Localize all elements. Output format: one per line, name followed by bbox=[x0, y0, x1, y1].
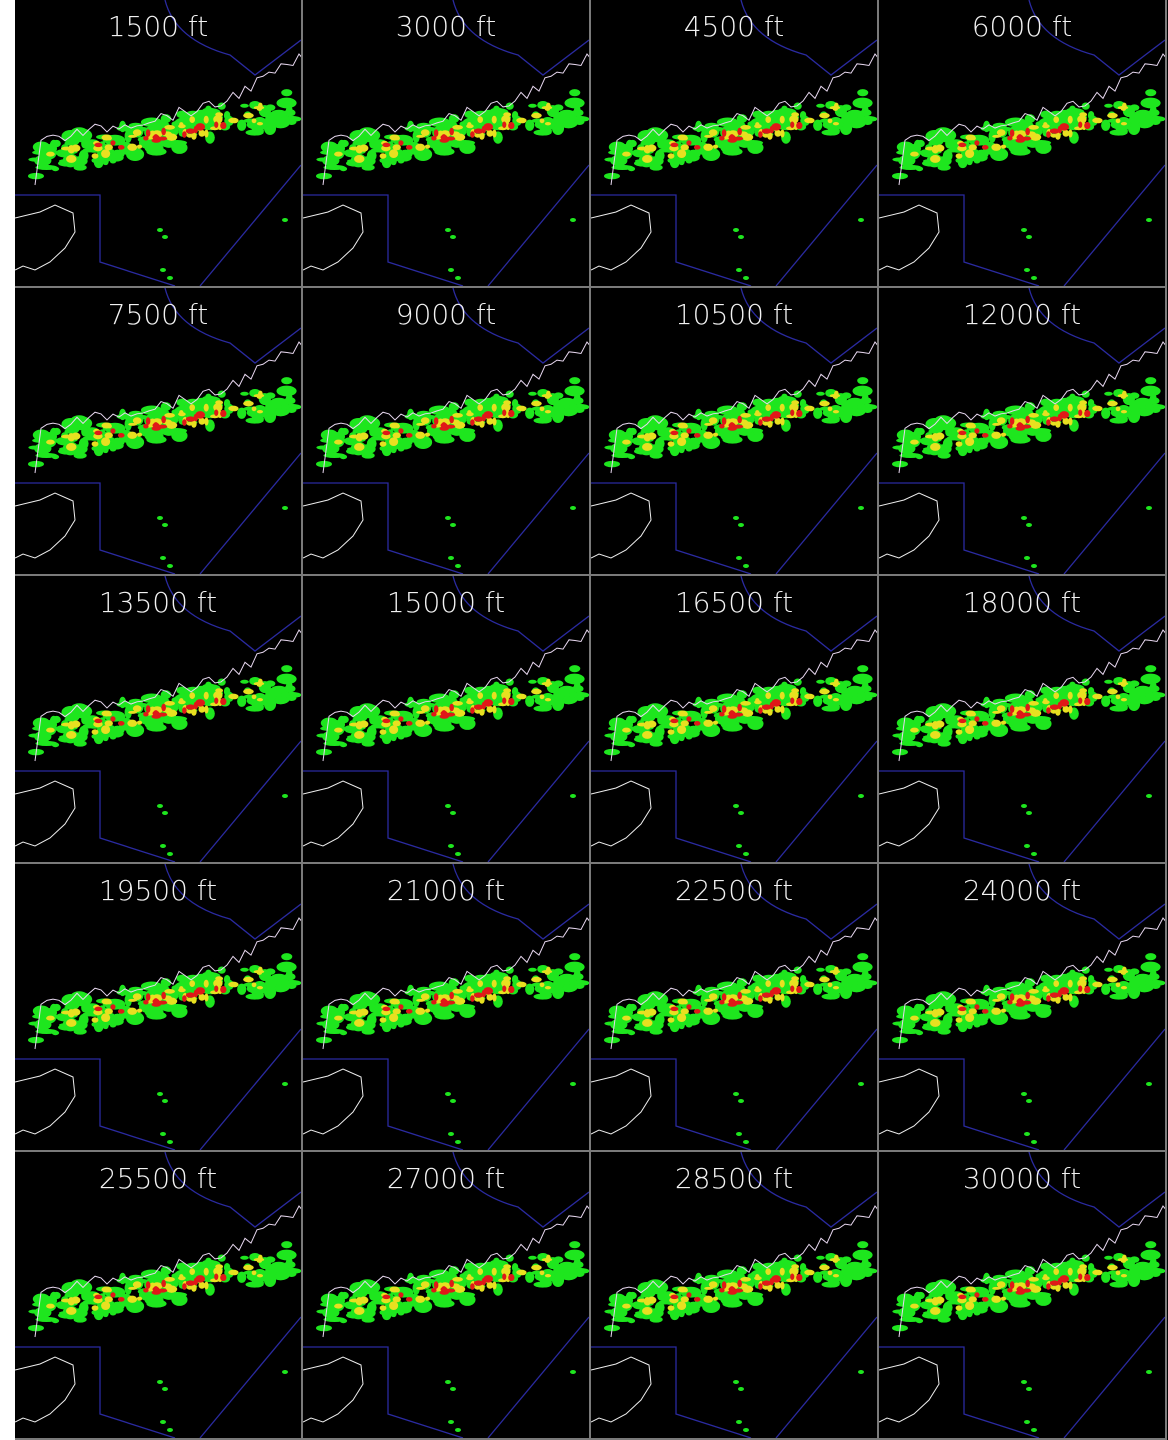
radar-panel: 15000 ft bbox=[303, 576, 591, 864]
altitude-label: 21000 ft bbox=[303, 874, 589, 907]
altitude-label: 9000 ft bbox=[303, 298, 589, 331]
radar-panel: 21000 ft bbox=[303, 864, 591, 1152]
altitude-label: 15000 ft bbox=[303, 586, 589, 619]
radar-panel: 19500 ft bbox=[15, 864, 303, 1152]
radar-panel: 10500 ft bbox=[591, 288, 879, 576]
radar-panel: 25500 ft bbox=[15, 1152, 303, 1440]
radar-panel: 18000 ft bbox=[879, 576, 1167, 864]
altitude-label: 25500 ft bbox=[15, 1162, 301, 1195]
radar-panel: 1500 ft bbox=[15, 0, 303, 288]
radar-panel: 24000 ft bbox=[879, 864, 1167, 1152]
radar-panel: 6000 ft bbox=[879, 0, 1167, 288]
altitude-label: 27000 ft bbox=[303, 1162, 589, 1195]
page-body: 1500 ft3000 ft4500 ft6000 ft 7500 ft9000 … bbox=[0, 0, 1168, 1440]
radar-panel: 16500 ft bbox=[591, 576, 879, 864]
radar-panel: 27000 ft bbox=[303, 1152, 591, 1440]
radar-panel: 30000 ft bbox=[879, 1152, 1167, 1440]
altitude-label: 7500 ft bbox=[15, 298, 301, 331]
altitude-label: 12000 ft bbox=[879, 298, 1165, 331]
altitude-label: 28500 ft bbox=[591, 1162, 877, 1195]
altitude-label: 16500 ft bbox=[591, 586, 877, 619]
radar-panel: 28500 ft bbox=[591, 1152, 879, 1440]
altitude-label: 24000 ft bbox=[879, 874, 1165, 907]
radar-panel: 22500 ft bbox=[591, 864, 879, 1152]
altitude-label: 1500 ft bbox=[15, 10, 301, 43]
radar-panel: 7500 ft bbox=[15, 288, 303, 576]
radar-panel: 3000 ft bbox=[303, 0, 591, 288]
radar-panel: 9000 ft bbox=[303, 288, 591, 576]
altitude-label: 30000 ft bbox=[879, 1162, 1165, 1195]
page: Radar panels {"panels": ["1500 ft", "300… bbox=[0, 0, 1168, 1440]
altitude-label: 18000 ft bbox=[879, 586, 1165, 619]
altitude-label: 22500 ft bbox=[591, 874, 877, 907]
radar-panel: 4500 ft bbox=[591, 0, 879, 288]
altitude-label: 13500 ft bbox=[15, 586, 301, 619]
altitude-label: 4500 ft bbox=[591, 10, 877, 43]
altitude-label: 10500 ft bbox=[591, 298, 877, 331]
radar-panel: 13500 ft bbox=[15, 576, 303, 864]
altitude-label: 19500 ft bbox=[15, 874, 301, 907]
altitude-label: 3000 ft bbox=[303, 10, 589, 43]
altitude-label: 6000 ft bbox=[879, 10, 1165, 43]
radar-panel: 12000 ft bbox=[879, 288, 1167, 576]
